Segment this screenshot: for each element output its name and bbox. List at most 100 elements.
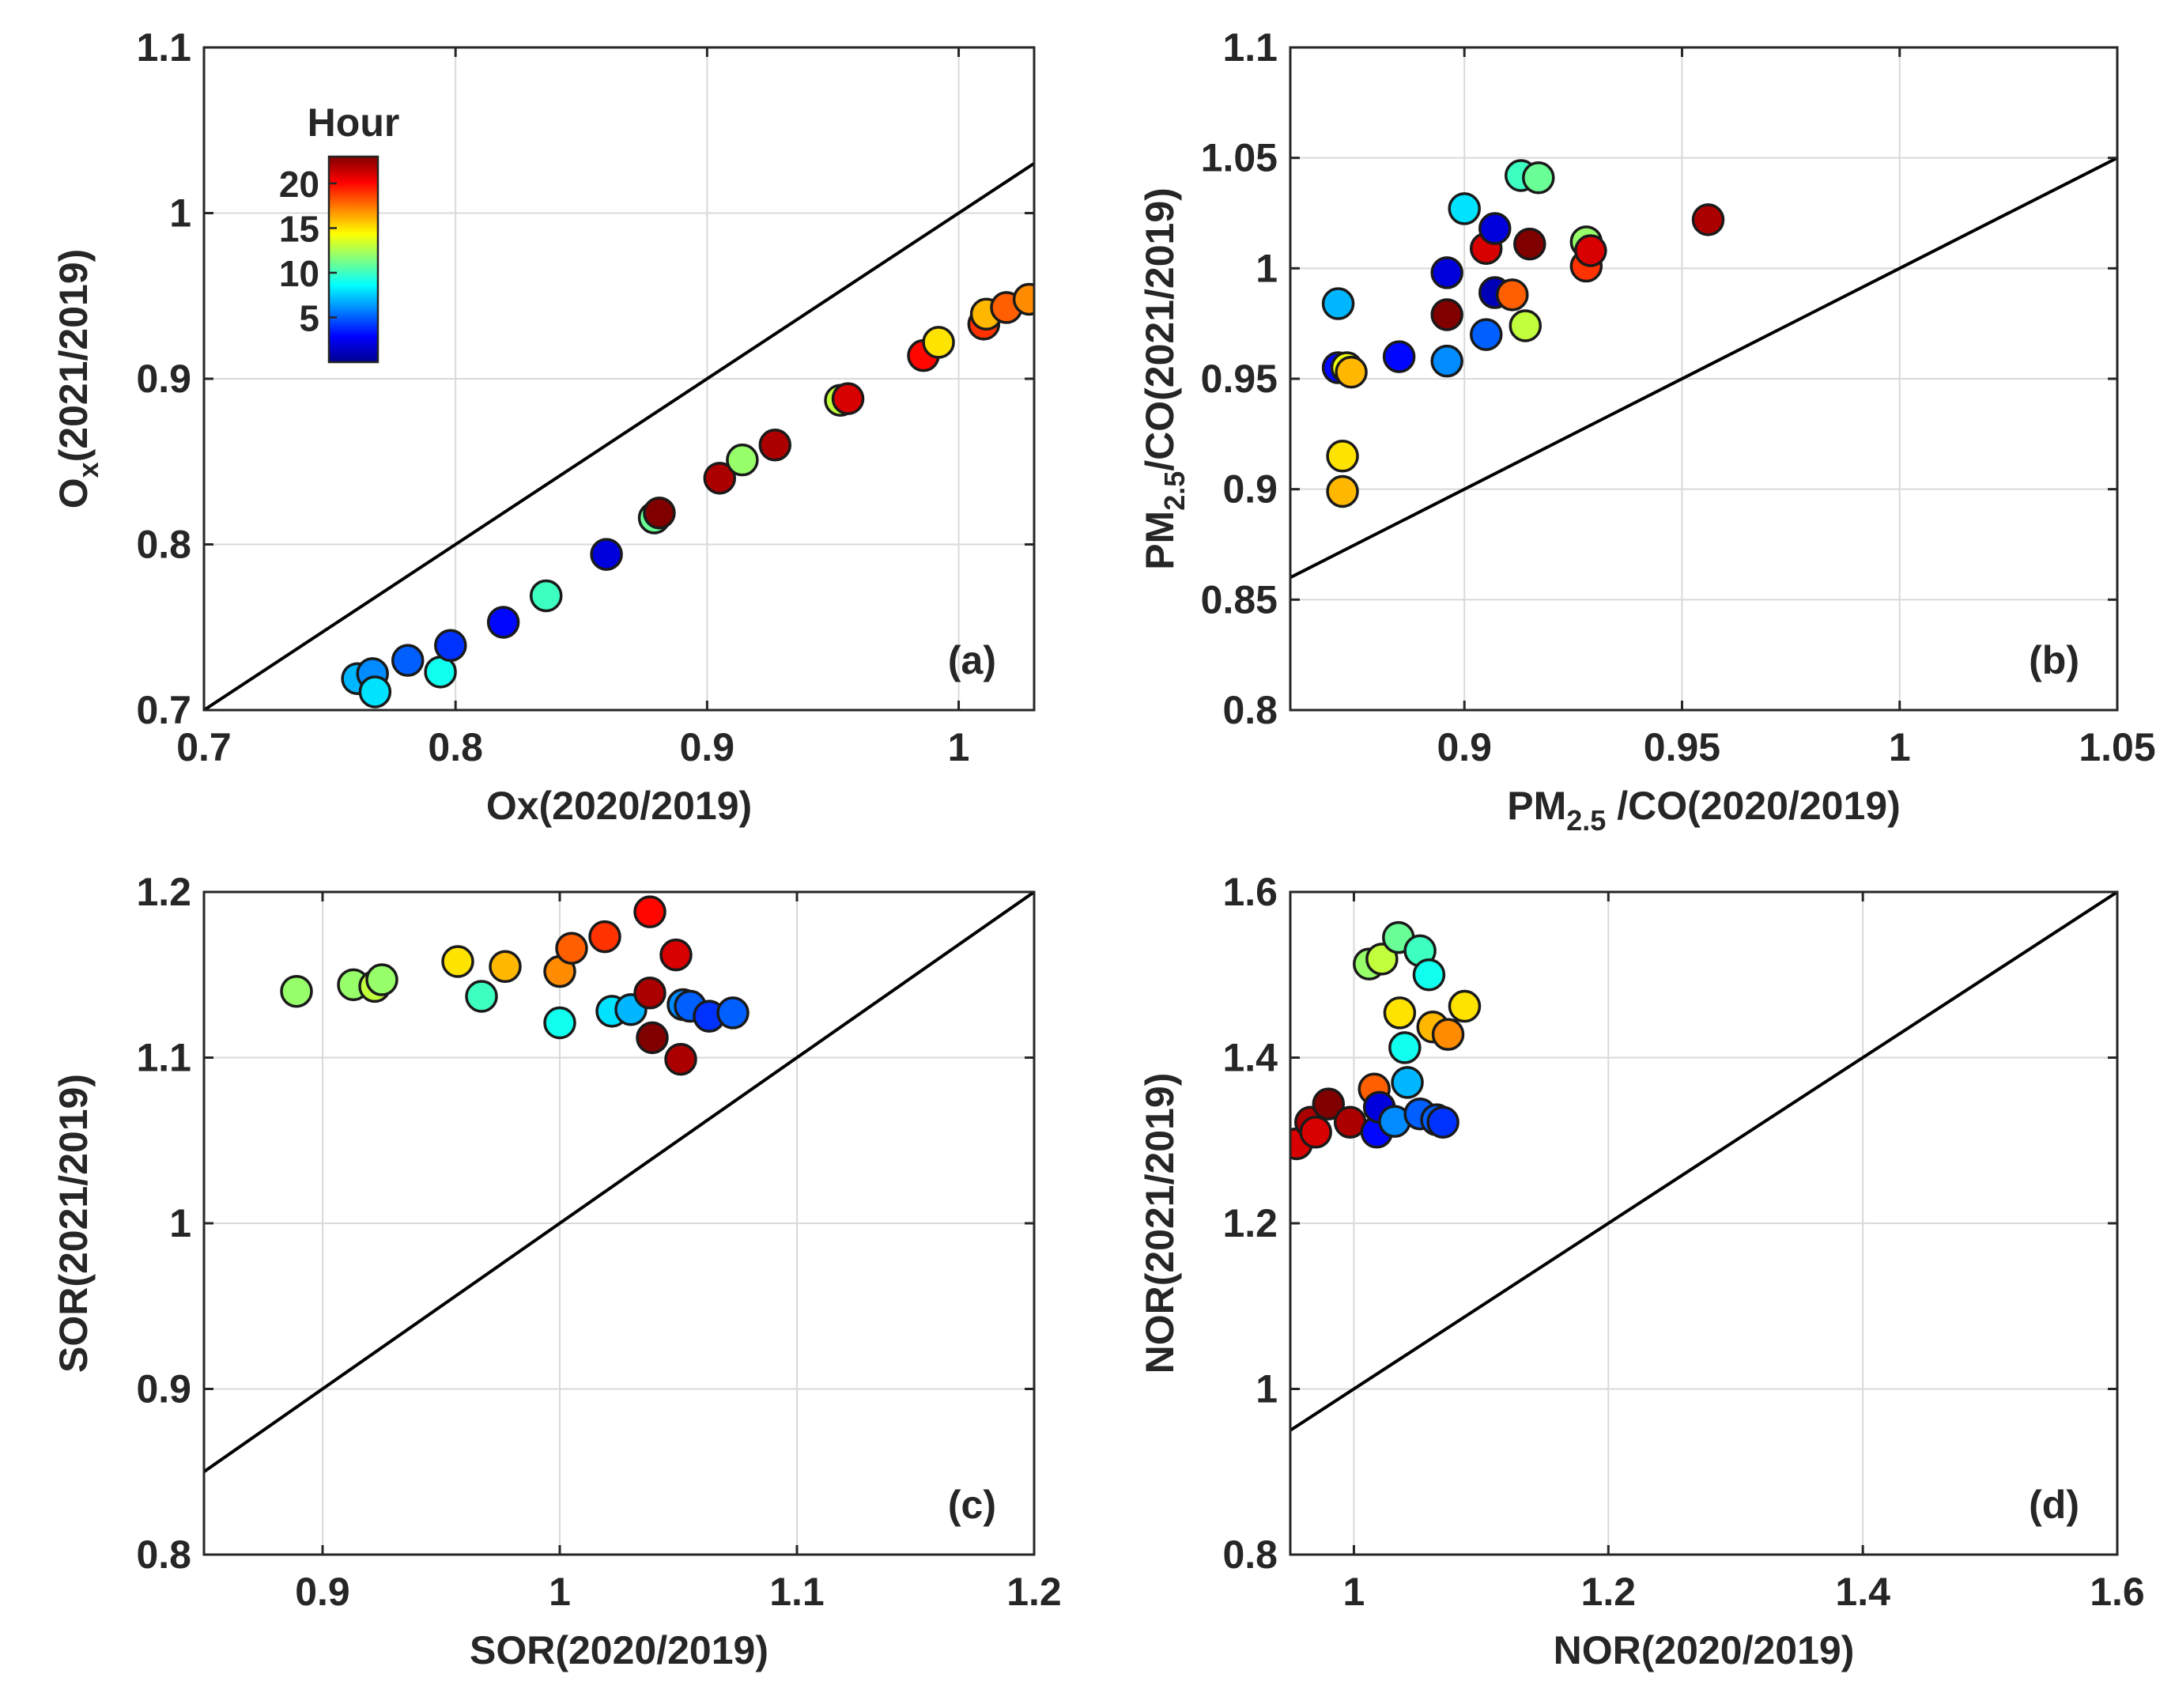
y-tick-label: 0.85 — [1201, 577, 1278, 622]
scatter-point — [643, 496, 676, 530]
y-axis-label: Ox(2021/2019) — [51, 249, 104, 509]
scatter-point — [726, 443, 759, 477]
one-to-one-line — [1290, 892, 2117, 1432]
scatter-point — [489, 950, 522, 984]
x-tick-label: 1.1 — [769, 1570, 825, 1614]
colorbar-title: Hour — [308, 100, 400, 145]
panels-container: 0.7 0.8 0.9 1 0.7 0.8 0.9 1 1.1 Ox(2020/2019) Ox(2… — [51, 25, 2156, 1672]
scatter-point — [1513, 227, 1546, 261]
x-tick-label: 1.6 — [2090, 1570, 2145, 1614]
colorbar-tick-label: 20 — [279, 164, 319, 205]
points — [341, 282, 1034, 709]
x-tick-label: 0.95 — [1644, 725, 1720, 769]
scatter-point — [358, 675, 392, 709]
scatter-point — [1388, 1031, 1422, 1064]
y-tick-label: 1.2 — [1222, 1201, 1278, 1245]
scatter-point — [1478, 212, 1512, 245]
x-tick-label: 0.9 — [295, 1570, 350, 1614]
scatter-point — [1431, 1018, 1465, 1051]
y-tick-label: 0.8 — [136, 1532, 191, 1577]
y-tick-label: 0.95 — [1201, 357, 1278, 401]
scatter-point — [529, 579, 563, 613]
points — [1290, 920, 1482, 1161]
panel-label: (d) — [2029, 1483, 2079, 1527]
x-tick-label: 0.9 — [680, 725, 735, 769]
grid — [1290, 891, 2118, 1555]
x-axis-label: PM2.5 /CO(2020/2019) — [1507, 784, 1900, 837]
scatter-point — [1335, 355, 1368, 389]
y-axis-label: NOR(2021/2019) — [1138, 1073, 1182, 1374]
x-tick-label: 1.2 — [1581, 1570, 1637, 1614]
y-axis-label: SOR(2021/2019) — [51, 1074, 96, 1373]
x-axis-label: Ox(2020/2019) — [486, 784, 752, 828]
scatter-point — [831, 382, 865, 415]
y-axis-label: PM2.5/CO(2021/2019) — [1138, 187, 1191, 570]
y-tick-label: 0.9 — [136, 1367, 191, 1411]
scatter-point — [758, 429, 792, 462]
scatter-point — [543, 1006, 576, 1040]
x-tick-label: 0.7 — [176, 725, 232, 769]
y-tick-label: 0.8 — [136, 523, 191, 567]
x-tick-label: 1.4 — [1835, 1570, 1890, 1614]
points — [1321, 159, 1725, 508]
scatter-point — [1496, 278, 1529, 312]
x-axis-label: NOR(2020/2019) — [1554, 1628, 1855, 1672]
scatter-point — [391, 644, 425, 677]
scatter-point — [1430, 256, 1463, 289]
scatter-point — [280, 974, 313, 1008]
scatter-point — [636, 1021, 669, 1055]
colorbar-gradient — [327, 155, 379, 364]
scatter-point — [1326, 440, 1359, 473]
scatter-point — [1522, 161, 1555, 195]
x-tick-label: 1.05 — [2079, 725, 2155, 769]
x-tick-label: 1 — [1889, 725, 1911, 769]
x-axis-label: SOR(2020/2019) — [470, 1628, 768, 1672]
y-tick-label: 1 — [169, 1201, 191, 1245]
panel-label: (b) — [2029, 638, 2079, 682]
scatter-point — [1299, 1116, 1332, 1149]
panel-d: 1 1.2 1.4 1.6 0.8 1 1.2 1.4 1.6 NOR(2020/2019) NOR… — [1138, 870, 2145, 1672]
one-to-one-line — [1290, 156, 2117, 580]
scatter-point — [441, 945, 474, 978]
y-tick-label: 1.1 — [136, 25, 191, 70]
scatter-point — [1448, 192, 1481, 225]
y-tick-label: 1.4 — [1222, 1036, 1278, 1080]
scatter-point — [365, 963, 398, 996]
scatter-point — [1691, 203, 1725, 236]
scatter-point — [1412, 958, 1446, 992]
scatter-point — [1326, 474, 1359, 508]
x-tick-label: 1 — [1343, 1570, 1365, 1614]
scatter-point — [1448, 989, 1482, 1023]
y-tick-label: 1.1 — [136, 1036, 191, 1080]
scatter-point — [703, 461, 737, 495]
x-tick-label: 0.8 — [428, 725, 483, 769]
scatter-point — [434, 629, 467, 663]
panel-b: 0.9 0.95 1 1.05 0.8 0.85 0.9 0.95 1 1.05 1.1 PM2.5 … — [1138, 25, 2156, 837]
scatter-point — [922, 326, 955, 359]
scatter-point — [590, 538, 623, 571]
scatter-point — [465, 980, 498, 1013]
scatter-point — [1365, 943, 1399, 976]
y-tick-label: 1.6 — [1222, 870, 1278, 914]
panel-label: (a) — [948, 638, 996, 682]
scatter-point — [1382, 340, 1416, 373]
y-tick-label: 0.8 — [1222, 688, 1278, 732]
scatter-point — [555, 931, 588, 965]
x-tick-label: 0.9 — [1437, 725, 1492, 769]
y-tick-label: 1.05 — [1201, 136, 1278, 180]
y-tick-label: 1.1 — [1222, 25, 1278, 70]
y-tick-label: 0.7 — [136, 688, 191, 732]
x-tick-label: 1 — [948, 725, 970, 769]
panel-a: 0.7 0.8 0.9 1 0.7 0.8 0.9 1 1.1 Ox(2020/2019) Ox(2… — [51, 25, 1036, 828]
scatter-point — [1574, 234, 1607, 267]
scatter-point — [1391, 1066, 1424, 1099]
colorbar-tick-label: 5 — [299, 297, 319, 338]
scatter-point — [633, 895, 666, 928]
x-tick-label: 1.2 — [1006, 1570, 1062, 1614]
scatter-point — [486, 606, 520, 639]
scatter-point — [1321, 287, 1355, 320]
scatter-point — [716, 996, 750, 1030]
y-tick-label: 1 — [1256, 246, 1278, 290]
